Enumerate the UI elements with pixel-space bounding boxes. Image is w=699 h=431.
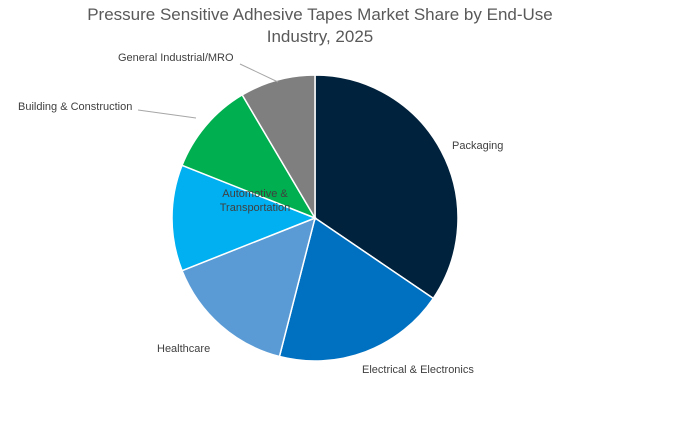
pie-slices	[171, 74, 459, 362]
slice-label-packaging: Packaging	[452, 140, 503, 152]
pie-slice-healthcare	[181, 216, 317, 358]
pie-slice-building-construction	[181, 93, 317, 220]
pie-slice-general-industrial-mro	[241, 74, 316, 221]
slice-label-healthcare: Healthcare	[157, 343, 210, 355]
leader-line-general-industrial-mro	[239, 63, 279, 83]
slice-label-automotive-transportation: Automotive & Transportation	[220, 188, 291, 214]
pie-slice-packaging	[314, 74, 459, 300]
chart-title-line-2: Industry, 2025	[266, 27, 374, 46]
slice-label-building-construction: Building & Construction	[18, 101, 132, 113]
chart-title: Pressure Sensitive Adhesive Tapes Market…	[0, 4, 640, 48]
pie-slice-electrical-electronics	[278, 216, 435, 362]
slice-label-electrical-electronics: Electrical & Electronics	[362, 364, 474, 376]
chart-title-line-1: Pressure Sensitive Adhesive Tapes Market…	[87, 5, 553, 24]
leader-line-building-construction	[137, 109, 197, 119]
slice-labels: Packaging Electrical & Electronics Healthc…	[18, 52, 503, 376]
leader-lines	[137, 63, 279, 119]
slice-label-general-industrial-mro: General Industrial/MRO	[118, 52, 234, 64]
pie-slice-automotive-transportation	[171, 164, 318, 272]
